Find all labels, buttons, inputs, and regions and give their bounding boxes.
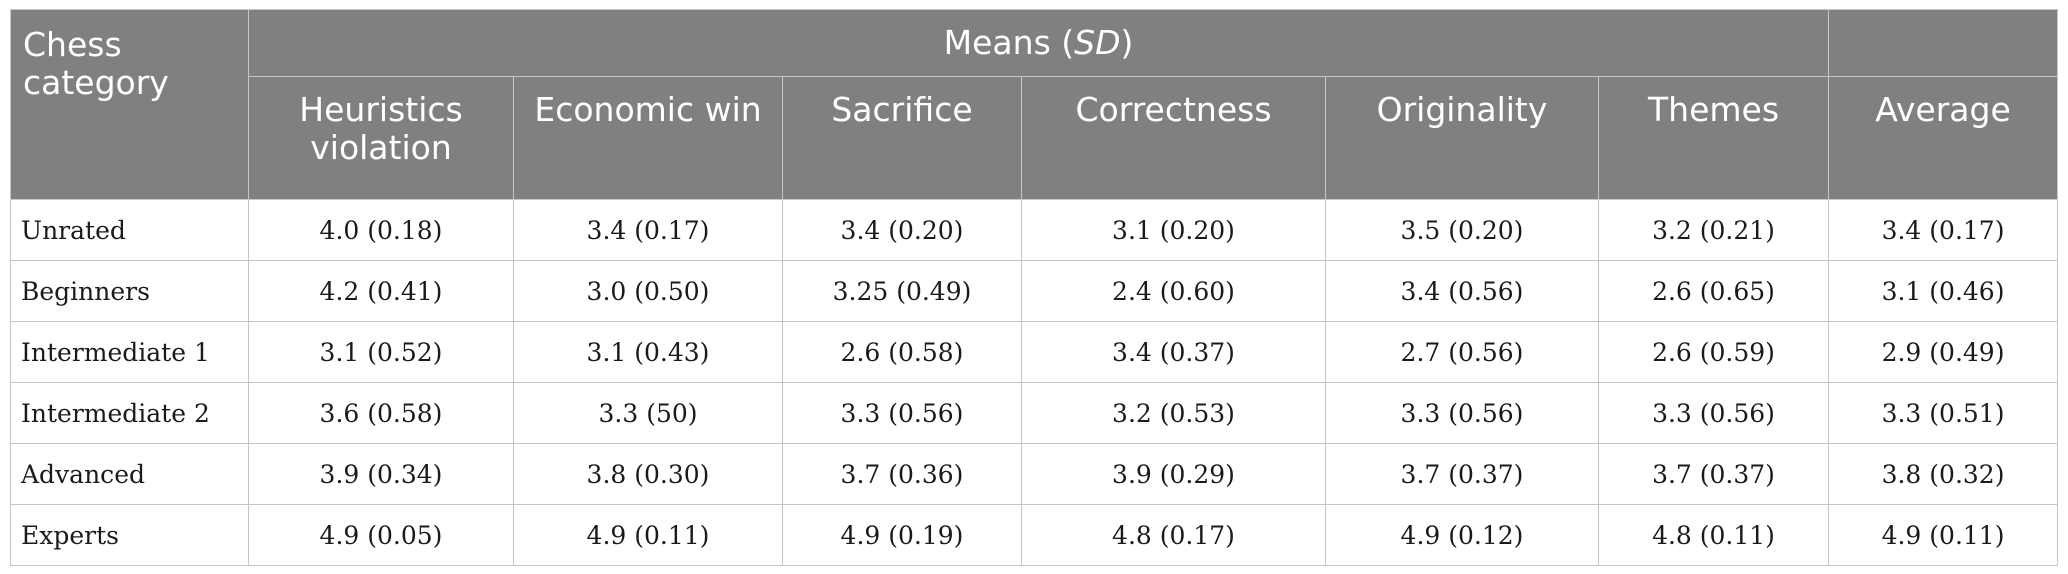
column-header-themes: Themes [1597,76,1830,200]
value-cell: 2.6 (0.58) [782,321,1022,383]
table-row: Beginners 4.2 (0.41) 3.0 (0.50) 3.25 (0.49)… [10,260,2059,322]
value-cell: 3.2 (0.53) [1021,382,1326,444]
value-cell: 3.7 (0.37) [1597,443,1830,505]
row-category-cell: Intermediate 2 [10,382,249,444]
row-category-cell: Intermediate 1 [10,321,249,383]
value-cell: 3.4 (0.56) [1325,260,1599,322]
value-cell: 3.8 (0.32) [1828,443,2059,505]
category-column-header: Chess category [10,9,249,200]
value-cell: 4.8 (0.17) [1021,504,1326,566]
value-cell: 3.3 (0.56) [1597,382,1830,444]
value-cell: 2.6 (0.59) [1597,321,1830,383]
value-cell: 3.3 (50) [513,382,783,444]
value-cell: 3.5 (0.20) [1325,199,1599,261]
means-label: Means ( [943,23,1075,62]
value-cell: 4.9 (0.11) [513,504,783,566]
value-cell: 4.9 (0.05) [248,504,514,566]
row-category-cell: Experts [10,504,249,566]
value-cell: 4.8 (0.11) [1597,504,1830,566]
means-sd-label: SD [1074,23,1121,62]
table-row: Experts 4.9 (0.05) 4.9 (0.11) 4.9 (0.19) 4.8… [10,504,2059,566]
value-cell: 3.9 (0.34) [248,443,514,505]
header-row-1: Chess category Means (SD) [10,9,2058,200]
value-cell: 4.0 (0.18) [248,199,514,261]
column-header-heuristics: Heuristics violation [248,76,514,200]
value-cell: 3.4 (0.20) [782,199,1022,261]
value-cell: 2.7 (0.56) [1325,321,1599,383]
value-cell: 3.4 (0.37) [1021,321,1326,383]
value-cell: 3.7 (0.37) [1325,443,1599,505]
table-row: Advanced 3.9 (0.34) 3.8 (0.30) 3.7 (0.36) 3.… [10,443,2059,505]
value-cell: 3.8 (0.30) [513,443,783,505]
row-category-cell: Unrated [10,199,249,261]
value-cell: 3.2 (0.21) [1597,199,1830,261]
value-cell: 3.1 (0.43) [513,321,783,383]
value-cell: 3.1 (0.52) [248,321,514,383]
table-body: Unrated 4.0 (0.18) 3.4 (0.17) 3.4 (0.20) 3.1… [10,199,2059,566]
value-cell: 4.9 (0.12) [1325,504,1599,566]
value-cell: 3.6 (0.58) [248,382,514,444]
means-close-label: ) [1120,23,1134,62]
value-cell: 3.3 (0.51) [1828,382,2059,444]
value-cell: 3.4 (0.17) [513,199,783,261]
value-cell: 3.9 (0.29) [1021,443,1326,505]
column-header-average: Average [1828,76,2059,200]
table-row: Intermediate 2 3.6 (0.58) 3.3 (50) 3.3 (0.5… [10,382,2059,444]
value-cell: 3.1 (0.20) [1021,199,1326,261]
average-group-header [1828,9,2058,77]
column-header-economic: Economic win [513,76,783,200]
table-row: Unrated 4.0 (0.18) 3.4 (0.17) 3.4 (0.20) 3.1… [10,199,2059,261]
header-row-2: Heuristics violation Economic win Sacrif… [11,76,2059,200]
means-table: Chess category Means (SD) Heuristics vio… [10,9,2059,566]
table-header: Chess category Means (SD) Heuristics vio… [10,9,2059,200]
value-cell: 2.6 (0.65) [1597,260,1830,322]
value-cell: 2.9 (0.49) [1828,321,2059,383]
value-cell: 3.1 (0.46) [1828,260,2059,322]
value-cell: 4.9 (0.19) [782,504,1022,566]
means-table-container: Chess category Means (SD) Heuristics vio… [10,9,2059,566]
value-cell: 3.0 (0.50) [513,260,783,322]
value-cell: 4.2 (0.41) [248,260,514,322]
row-category-cell: Beginners [10,260,249,322]
value-cell: 3.25 (0.49) [782,260,1022,322]
column-header-sacrifice: Sacrifice [782,76,1022,200]
value-cell: 2.4 (0.60) [1021,260,1326,322]
table-row: Intermediate 1 3.1 (0.52) 3.1 (0.43) 2.6 (0… [10,321,2059,383]
value-cell: 4.9 (0.11) [1828,504,2059,566]
value-cell: 3.3 (0.56) [1325,382,1599,444]
column-header-originality: Originality [1325,76,1599,200]
value-cell: 3.7 (0.36) [782,443,1022,505]
value-cell: 3.4 (0.17) [1828,199,2059,261]
row-category-cell: Advanced [10,443,249,505]
value-cell: 3.3 (0.56) [782,382,1022,444]
means-group-header: Means (SD) [247,9,1830,77]
column-header-correctness: Correctness [1021,76,1326,200]
